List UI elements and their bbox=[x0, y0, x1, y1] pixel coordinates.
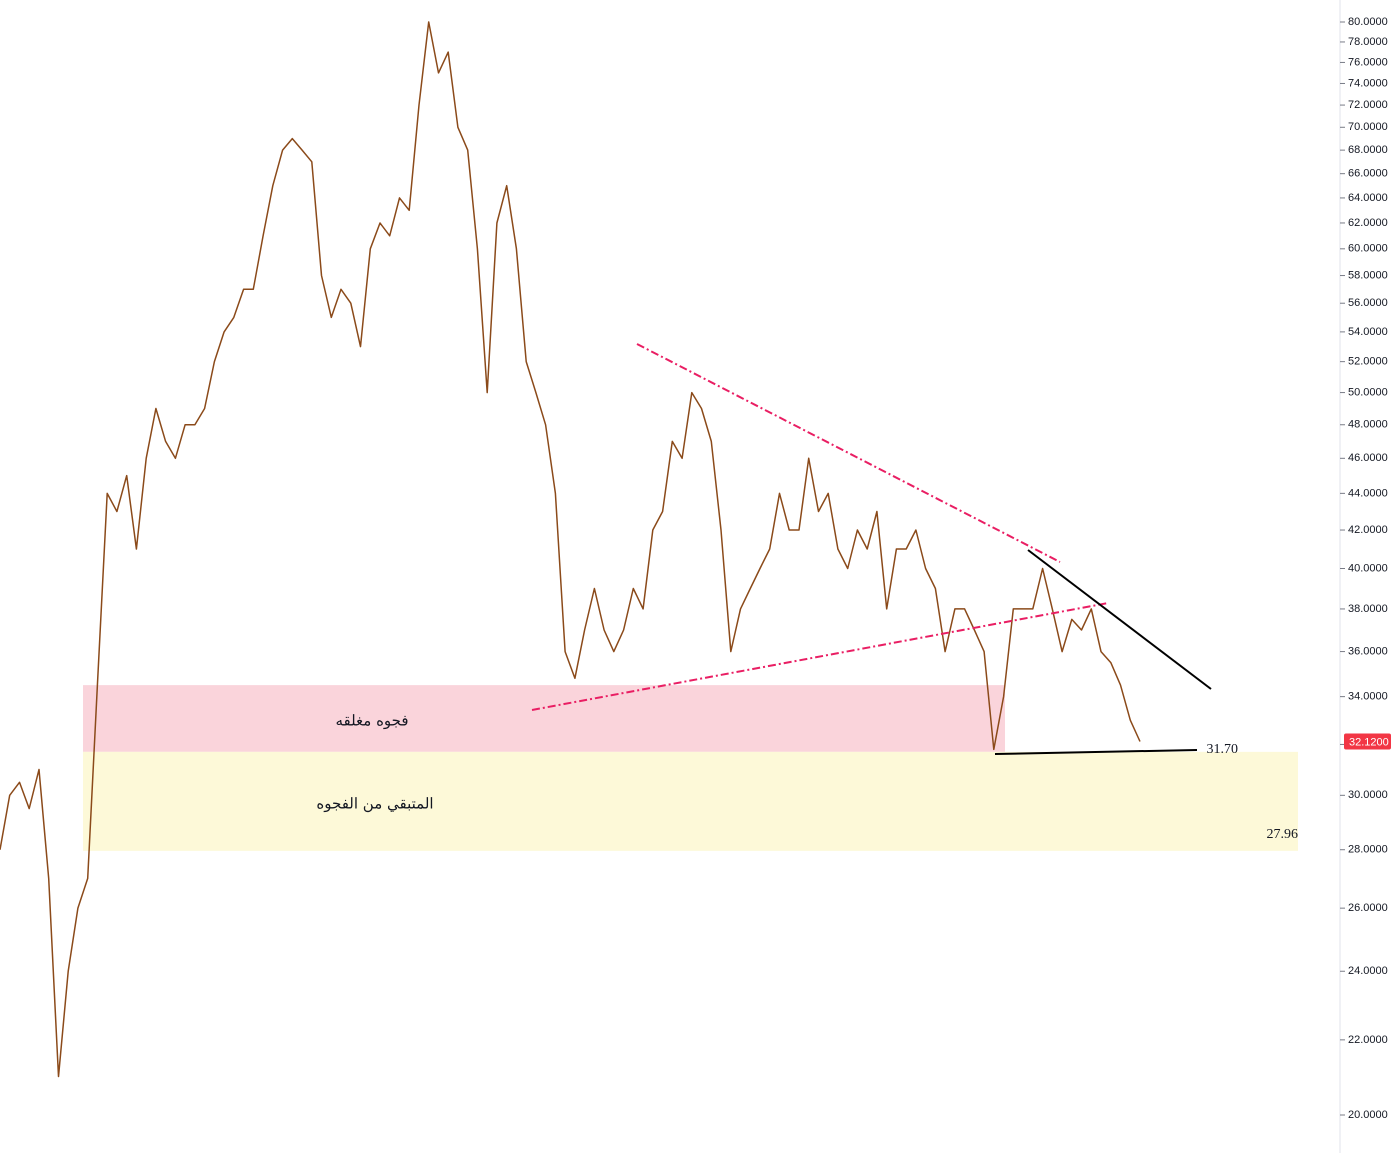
price-line bbox=[0, 21, 1141, 1078]
level-label: 31.70 bbox=[1207, 742, 1239, 757]
y-tick-label: 22.0000 bbox=[1348, 1034, 1388, 1046]
y-tick-label: 70.0000 bbox=[1348, 121, 1388, 133]
y-tick-label: 44.0000 bbox=[1348, 487, 1388, 499]
gap-zone bbox=[83, 685, 1005, 752]
gap-zone bbox=[83, 751, 1298, 851]
y-tick-label: 80.0000 bbox=[1348, 16, 1388, 28]
y-tick-label: 72.0000 bbox=[1348, 99, 1388, 111]
plot bbox=[0, 21, 1141, 1078]
y-tick-label: 26.0000 bbox=[1348, 902, 1388, 914]
trend-line bbox=[1027, 549, 1212, 690]
y-tick-label: 54.0000 bbox=[1348, 326, 1388, 338]
y-tick-label: 78.0000 bbox=[1348, 36, 1388, 48]
last-price-box bbox=[1344, 733, 1391, 750]
y-tick-label: 56.0000 bbox=[1348, 297, 1388, 309]
zone-label: فجوه مغلقه bbox=[335, 711, 408, 729]
y-tick-label: 30.0000 bbox=[1348, 789, 1388, 801]
y-tick-label: 66.0000 bbox=[1348, 168, 1388, 180]
y-tick-label: 40.0000 bbox=[1348, 562, 1388, 574]
y-tick-label: 62.0000 bbox=[1348, 217, 1388, 229]
y-tick-label: 36.0000 bbox=[1348, 645, 1388, 657]
y-tick-label: 34.0000 bbox=[1348, 691, 1388, 703]
y-tick-label: 68.0000 bbox=[1348, 144, 1388, 156]
y-tick-label: 20.0000 bbox=[1348, 1109, 1388, 1121]
y-axis: 80.0000 78.0000 76.0000 74.0000 72.0000 70.00… bbox=[1339, 0, 1391, 1153]
support-line bbox=[994, 749, 1198, 755]
y-tick-label: 28.0000 bbox=[1348, 844, 1388, 856]
level-label: 27.96 bbox=[1267, 827, 1299, 842]
last-price-label: 32.1200 bbox=[1349, 736, 1389, 748]
y-tick-label: 52.0000 bbox=[1348, 356, 1388, 368]
y-tick-label: 58.0000 bbox=[1348, 269, 1388, 281]
y-tick-label: 24.0000 bbox=[1348, 965, 1388, 977]
y-tick-label: 46.0000 bbox=[1348, 452, 1388, 464]
y-tick-label: 38.0000 bbox=[1348, 603, 1388, 615]
y-tick-label: 50.0000 bbox=[1348, 386, 1388, 398]
trend-line bbox=[531, 602, 1109, 711]
zone-label: المتبقي من الفجوه bbox=[316, 794, 433, 812]
y-tick-label: 48.0000 bbox=[1348, 419, 1388, 431]
y-tick-label: 42.0000 bbox=[1348, 524, 1388, 536]
y-tick-label: 74.0000 bbox=[1348, 77, 1388, 89]
y-tick-label: 64.0000 bbox=[1348, 192, 1388, 204]
y-tick-label: 76.0000 bbox=[1348, 56, 1388, 68]
zones: فجوه مغلقه المتبقي من الفجوه 31.70 27.96 bbox=[83, 685, 1298, 851]
trend-line bbox=[636, 343, 1061, 563]
y-tick-label: 60.0000 bbox=[1348, 243, 1388, 255]
